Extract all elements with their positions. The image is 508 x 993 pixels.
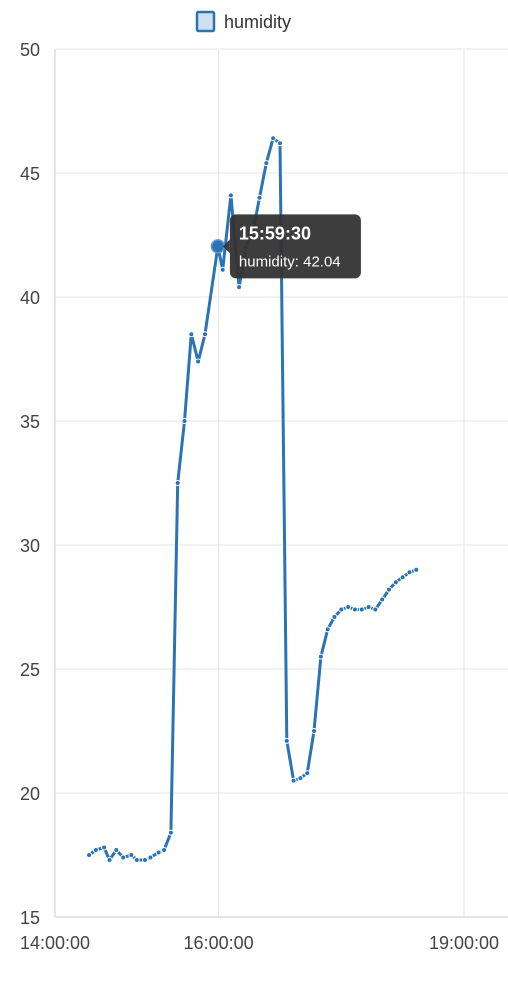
y-tick-labels: 15 20 25 30 35 40 45 50 — [20, 40, 40, 928]
data-point[interactable] — [297, 775, 304, 782]
data-point[interactable] — [351, 606, 358, 613]
data-point[interactable] — [181, 418, 188, 424]
data-point[interactable] — [358, 606, 365, 613]
tooltip: 15:59:30 humidity: 42.04 — [210, 214, 361, 279]
data-point[interactable] — [290, 777, 297, 784]
tooltip-box — [229, 214, 361, 279]
data-point[interactable] — [365, 604, 372, 610]
data-point[interactable] — [141, 856, 148, 863]
legend[interactable]: humidity — [195, 10, 291, 33]
y-tick-label: 15 — [20, 908, 40, 928]
data-point[interactable] — [128, 852, 135, 858]
data-point[interactable] — [101, 844, 108, 851]
data-point[interactable] — [236, 284, 243, 291]
tooltip-title: 15:59:30 — [239, 223, 311, 243]
data-point[interactable] — [283, 737, 290, 744]
data-point[interactable] — [386, 586, 393, 593]
data-point[interactable] — [92, 847, 99, 854]
x-tick-label: 14:00:00 — [20, 933, 90, 953]
data-point[interactable] — [406, 569, 413, 576]
tooltip-value: humidity: 42.04 — [239, 253, 341, 270]
data-point[interactable] — [331, 613, 338, 620]
data-point[interactable] — [227, 192, 234, 199]
x-tick-label: 16:00:00 — [184, 933, 254, 953]
data-point[interactable] — [317, 653, 324, 660]
data-point[interactable] — [311, 728, 318, 734]
data-point[interactable] — [120, 854, 127, 861]
y-tick-label: 50 — [20, 40, 40, 60]
data-point[interactable] — [413, 566, 420, 573]
y-tick-label: 40 — [20, 288, 40, 308]
data-point[interactable] — [106, 856, 113, 863]
data-point[interactable] — [174, 480, 181, 486]
data-point[interactable] — [147, 854, 154, 861]
data-point[interactable] — [372, 606, 379, 613]
y-tick-label: 35 — [20, 412, 40, 432]
data-point[interactable] — [270, 135, 277, 142]
y-tick-label: 30 — [20, 536, 40, 556]
data-point[interactable] — [86, 852, 93, 858]
data-point[interactable] — [276, 140, 283, 147]
data-point[interactable] — [195, 358, 202, 365]
data-point[interactable] — [256, 194, 263, 201]
data-point[interactable] — [161, 847, 168, 854]
y-tick-label: 25 — [20, 660, 40, 680]
tooltip-caret — [222, 239, 230, 254]
data-point[interactable] — [399, 574, 406, 581]
hovered-point[interactable] — [210, 239, 226, 254]
data-point[interactable] — [167, 829, 174, 836]
legend-label[interactable]: humidity — [224, 12, 291, 32]
data-point[interactable] — [155, 849, 162, 856]
legend-swatch[interactable] — [195, 10, 216, 33]
x-tick-labels: 14:00:00 16:00:00 19:00:00 — [20, 933, 499, 953]
data-point[interactable] — [379, 596, 386, 603]
x-tick-label: 19:00:00 — [429, 933, 499, 953]
data-point[interactable] — [201, 331, 208, 338]
data-point[interactable] — [113, 847, 120, 854]
axes — [54, 49, 508, 918]
data-point[interactable] — [345, 604, 352, 610]
data-point[interactable] — [219, 266, 226, 273]
data-point[interactable] — [392, 579, 399, 586]
data-point[interactable] — [304, 770, 311, 777]
data-point[interactable] — [324, 626, 331, 633]
data-point[interactable] — [338, 606, 345, 613]
y-tick-label: 45 — [20, 164, 40, 184]
y-tick-label: 20 — [20, 784, 40, 804]
data-point[interactable] — [263, 160, 270, 167]
data-point[interactable] — [188, 331, 195, 338]
data-point[interactable] — [133, 856, 140, 863]
